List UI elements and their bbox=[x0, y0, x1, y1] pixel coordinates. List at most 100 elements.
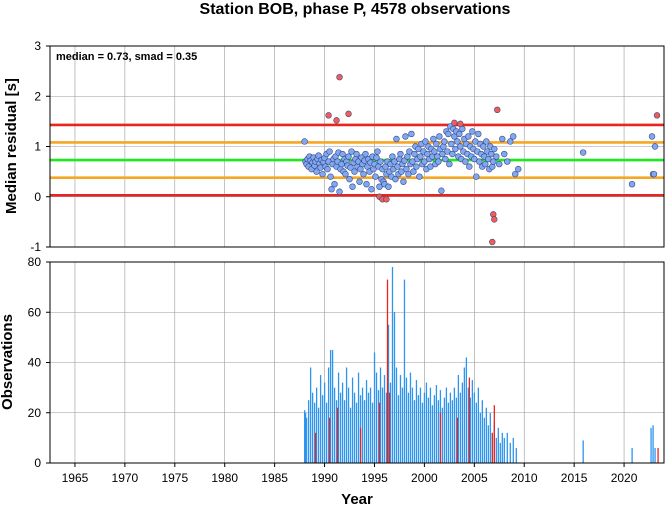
observation-bar bbox=[467, 387, 470, 463]
scatter-point bbox=[579, 149, 587, 156]
stats-annotation: median = 0.73, smad = 0.35 bbox=[56, 51, 197, 63]
scatter-point bbox=[515, 165, 522, 173]
top-y-tick-label: -1 bbox=[30, 240, 41, 254]
observation-bar bbox=[447, 402, 450, 463]
observation-bar bbox=[417, 395, 420, 463]
scatter-point bbox=[338, 160, 345, 168]
scatter-point bbox=[493, 153, 500, 160]
scatter-point bbox=[328, 186, 335, 193]
scatter-point bbox=[326, 148, 333, 155]
top-scatter-points bbox=[301, 73, 661, 246]
scatter-point bbox=[475, 130, 482, 138]
scatter-point bbox=[377, 158, 384, 165]
scatter-point bbox=[398, 168, 405, 175]
scatter-point bbox=[416, 173, 423, 180]
scatter-point bbox=[465, 133, 472, 140]
scatter-point bbox=[501, 150, 508, 158]
scatter-point bbox=[351, 168, 358, 175]
observation-bar bbox=[401, 387, 404, 463]
scatter-point bbox=[353, 150, 360, 158]
scatter-point bbox=[348, 148, 355, 155]
observation-bar bbox=[305, 417, 308, 463]
observation-bar bbox=[455, 397, 458, 463]
observation-bar bbox=[386, 279, 389, 463]
scatter-point bbox=[510, 133, 517, 140]
observation-bar bbox=[331, 349, 334, 463]
scatter-point bbox=[347, 164, 354, 171]
observation-bar bbox=[491, 432, 493, 463]
observation-bar bbox=[497, 427, 499, 463]
scatter-point bbox=[431, 148, 438, 155]
x-tick-label: 2000 bbox=[411, 471, 438, 485]
observation-bar bbox=[367, 392, 370, 463]
scatter-point bbox=[392, 175, 399, 183]
observation-bar bbox=[443, 397, 446, 463]
observation-bar bbox=[391, 267, 394, 463]
observation-bar bbox=[437, 400, 440, 463]
x-tick-label: 1970 bbox=[112, 471, 139, 485]
observation-bar bbox=[309, 367, 312, 463]
observation-bar bbox=[337, 372, 340, 463]
observation-bar bbox=[501, 432, 503, 463]
observation-bar bbox=[393, 312, 396, 463]
top-y-tick-label: 3 bbox=[34, 39, 41, 53]
scatter-point bbox=[345, 110, 352, 118]
observation-bar bbox=[631, 447, 633, 463]
scatter-point bbox=[336, 73, 343, 81]
scatter-point bbox=[409, 158, 416, 165]
scatter-point bbox=[391, 158, 398, 165]
observation-bar bbox=[465, 357, 468, 463]
scatter-point bbox=[473, 173, 480, 180]
scatter-point bbox=[345, 153, 352, 160]
scatter-point bbox=[397, 150, 404, 158]
scatter-point bbox=[394, 163, 401, 170]
scatter-point bbox=[325, 112, 332, 119]
observation-bar bbox=[650, 427, 652, 463]
scatter-point bbox=[315, 152, 322, 159]
observation-bar bbox=[657, 447, 659, 463]
observation-bar bbox=[321, 395, 324, 463]
bottom-y-axis-label: Observations bbox=[0, 314, 16, 410]
observation-bar bbox=[652, 425, 654, 463]
scatter-point bbox=[469, 128, 476, 135]
observation-bar bbox=[489, 412, 491, 463]
observation-bar bbox=[369, 387, 372, 463]
scatter-point bbox=[466, 163, 473, 170]
observation-bar bbox=[487, 425, 489, 463]
scatter-point bbox=[628, 180, 636, 188]
observation-bar bbox=[339, 392, 342, 463]
scatter-point bbox=[385, 183, 392, 190]
scatter-point bbox=[373, 154, 380, 161]
scatter-point bbox=[376, 183, 383, 190]
scatter-point bbox=[456, 130, 463, 138]
x-tick-label: 1975 bbox=[161, 471, 188, 485]
observation-bar bbox=[355, 402, 358, 463]
observation-bar bbox=[303, 410, 306, 463]
scatter-point bbox=[439, 150, 446, 158]
top-y-tick-label: 1 bbox=[34, 140, 41, 154]
observation-bar bbox=[512, 437, 514, 463]
bottom-y-tick-label: 0 bbox=[34, 456, 41, 470]
observation-bar bbox=[319, 375, 322, 463]
x-tick-label: 1965 bbox=[62, 471, 89, 485]
scatter-point bbox=[650, 170, 658, 178]
scatter-point bbox=[485, 155, 492, 163]
top-y-tick-labels: -1 0 1 2 3 bbox=[30, 39, 50, 254]
scatter-point bbox=[405, 170, 412, 178]
scatter-point bbox=[457, 120, 464, 128]
observation-bar bbox=[503, 437, 505, 463]
scatter-point bbox=[648, 133, 656, 140]
observation-bar bbox=[415, 380, 418, 463]
chart-title: Station BOB, phase P, 4578 observations bbox=[200, 1, 511, 18]
observation-bar bbox=[315, 387, 318, 463]
observation-bar bbox=[427, 397, 430, 463]
scatter-point bbox=[368, 186, 375, 193]
bottom-y-tick-label: 80 bbox=[28, 255, 42, 269]
observation-bar bbox=[411, 387, 414, 463]
observation-bar bbox=[407, 392, 410, 463]
observation-bar bbox=[313, 402, 316, 463]
scatter-point bbox=[507, 138, 514, 145]
scatter-point bbox=[449, 150, 456, 158]
observation-bar bbox=[471, 380, 474, 463]
bottom-y-tick-label: 40 bbox=[28, 356, 42, 370]
